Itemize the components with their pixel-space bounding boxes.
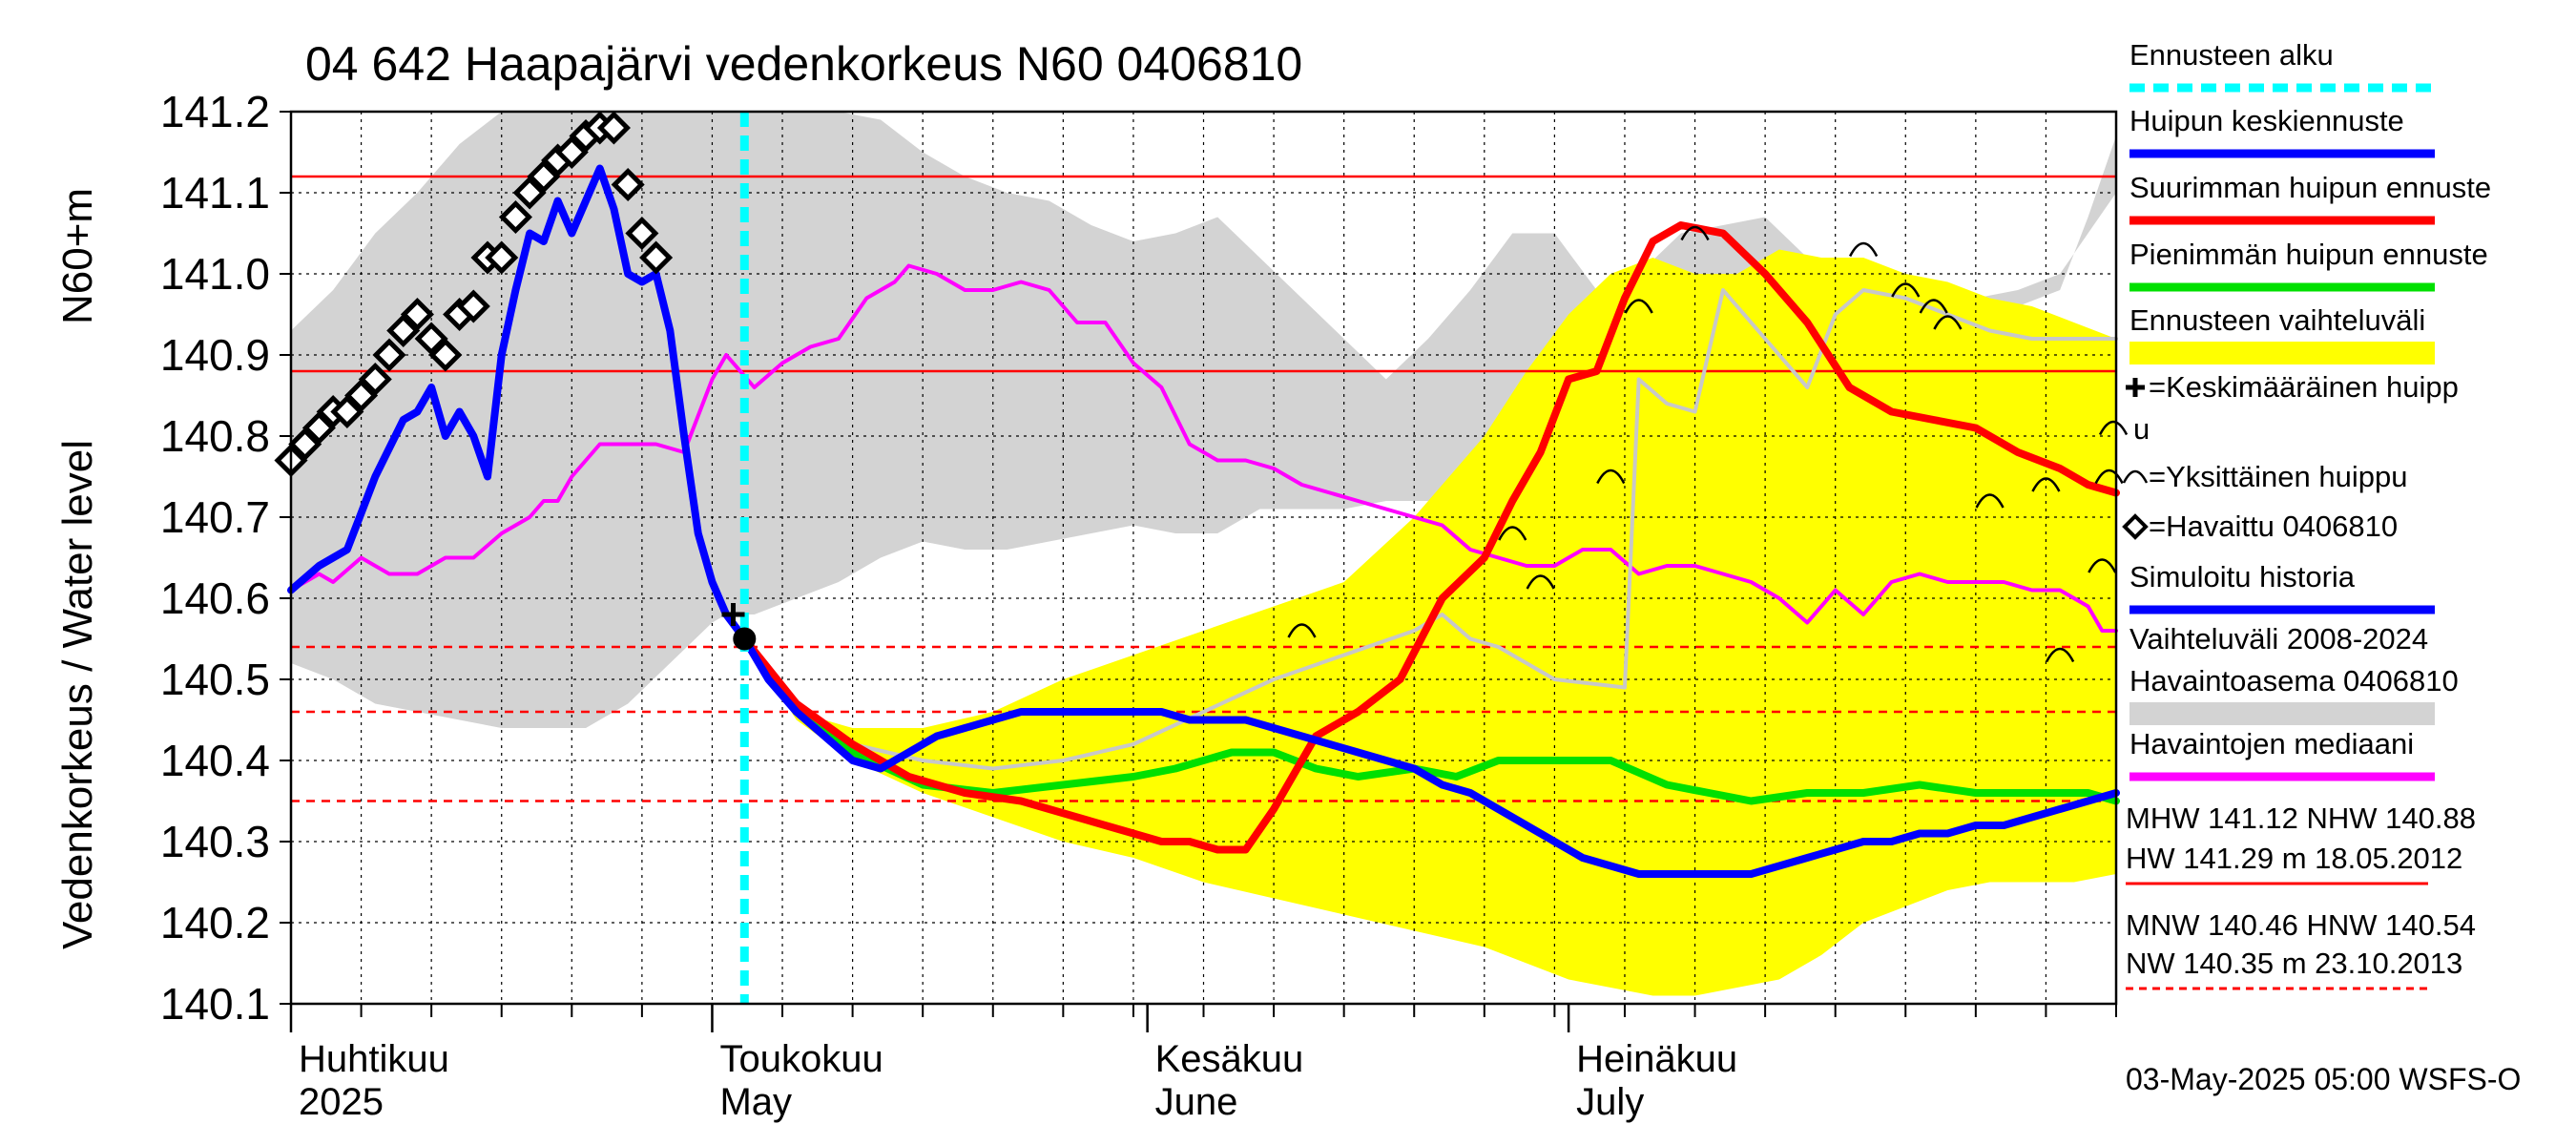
month-sublabel-june: June bbox=[1155, 1081, 1238, 1123]
y-tick-label: 140.3 bbox=[160, 817, 270, 866]
single-peak-marker bbox=[2046, 647, 2075, 663]
y-tick-label: 140.2 bbox=[160, 898, 270, 947]
observed-point bbox=[611, 167, 645, 202]
y-tick-labels: 140.1 140.2 140.3 140.4 140.5 140.6 140.7 140.8… bbox=[160, 87, 270, 1029]
month-label-kesakuu: Kesäkuu bbox=[1155, 1038, 1304, 1080]
observed-point bbox=[596, 111, 631, 145]
y-tick-label: 140.5 bbox=[160, 655, 270, 704]
single-peak-marker bbox=[1975, 493, 2005, 509]
single-peak-marker bbox=[1287, 623, 1317, 638]
y-tick-label: 140.9 bbox=[160, 330, 270, 380]
observed-point bbox=[554, 135, 589, 170]
stats-mhw-line2: HW 141.29 m 18.05.2012 bbox=[2126, 842, 2462, 875]
legend-ennusteen-vaihteluvali-label: Ennusteen vaihteluväli bbox=[2129, 303, 2425, 337]
marker-layer bbox=[274, 111, 2129, 663]
series-suurimman-huipun-ennuste bbox=[740, 221, 2120, 854]
legend-huipun-keskiennuste-label: Huipun keskiennuste bbox=[2129, 104, 2404, 137]
legend-yksittainen-huippu-label: =Yksittäinen huippu bbox=[2149, 460, 2407, 493]
y-tick-label: 140.1 bbox=[160, 979, 270, 1029]
observed-point bbox=[330, 394, 364, 429]
single-peak-marker bbox=[1680, 225, 1710, 241]
month-sublabel-2025: 2025 bbox=[299, 1081, 384, 1123]
legend-ennusteen-vaihteluvali-swatch bbox=[2129, 342, 2435, 364]
legend-vaihteluvali-2008-2024-label: Vaihteluväli 2008-2024 bbox=[2129, 622, 2428, 656]
single-peak-marker bbox=[2094, 468, 2124, 485]
single-peak-marker bbox=[1624, 299, 1653, 314]
series-pienimman-huipun-ennuste bbox=[740, 635, 2120, 805]
legend-ennusteen-alku-label: Ennusteen alku bbox=[2129, 38, 2334, 72]
observed-point bbox=[414, 322, 448, 356]
forecast-start-point bbox=[733, 627, 757, 651]
stats-mnw-line1: MNW 140.46 HNW 140.54 bbox=[2126, 908, 2476, 942]
observed-point bbox=[358, 362, 392, 397]
legend-havaittu-0406810-symbol bbox=[2122, 513, 2149, 540]
y-tick-label: 141.1 bbox=[160, 168, 270, 218]
observed-point bbox=[485, 240, 519, 275]
series-huipun-keskiennuste bbox=[287, 164, 2120, 878]
observed-point bbox=[372, 338, 406, 372]
y-tick-label: 140.4 bbox=[160, 736, 270, 785]
chart-title: 04 642 Haapajärvi vedenkorkeus N60 04068… bbox=[305, 37, 1302, 91]
observed-point bbox=[625, 216, 659, 251]
single-peak-marker bbox=[2088, 558, 2117, 573]
footer-timestamp: 03-May-2025 05:00 WSFS-O bbox=[2126, 1062, 2521, 1096]
y-axis-unit: N60+m bbox=[54, 188, 101, 324]
single-peak-marker bbox=[1849, 241, 1879, 258]
month-label-toukokuu: Toukokuu bbox=[719, 1038, 883, 1080]
mean-peak-marker bbox=[721, 603, 745, 626]
single-peak-marker bbox=[1891, 282, 1921, 298]
legend-havaintojen-mediaani-label: Havaintojen mediaani bbox=[2129, 727, 2414, 760]
observed-point bbox=[386, 313, 421, 348]
legend-vaihteluvali-2008-2024-label-cont: Havaintoasema 0406810 bbox=[2129, 664, 2459, 697]
y-tick-label: 140.6 bbox=[160, 573, 270, 623]
stats-mhw-line1: MHW 141.12 NHW 140.88 bbox=[2126, 802, 2476, 835]
y-tick-label: 141.0 bbox=[160, 249, 270, 299]
single-peak-marker bbox=[2098, 420, 2129, 436]
observed-point bbox=[512, 176, 547, 210]
single-peak-marker bbox=[1933, 315, 1963, 330]
month-sublabel-july: July bbox=[1576, 1081, 1644, 1123]
plot-frame bbox=[280, 110, 2118, 1032]
observed-point bbox=[456, 289, 490, 323]
observed-point bbox=[288, 427, 322, 462]
legend: Ennusteen alku Huipun keskiennuste Suurimm… bbox=[2122, 38, 2491, 781]
observed-point bbox=[527, 159, 561, 194]
single-peak-marker bbox=[1526, 574, 1555, 590]
single-peak-marker bbox=[1919, 299, 1948, 314]
legend-keskimaarainen-huipp-label-cont: u bbox=[2133, 412, 2150, 446]
series-layer bbox=[287, 112, 2120, 1004]
month-sublabel-may: May bbox=[719, 1081, 792, 1123]
y-tick-label: 140.8 bbox=[160, 411, 270, 461]
single-peak-marker bbox=[1596, 468, 1626, 485]
legend-suurimman-huipun-ennuste-label: Suurimman huipun ennuste bbox=[2129, 171, 2491, 204]
observed-point bbox=[639, 240, 674, 275]
month-label-huhtikuu: Huhtikuu bbox=[299, 1038, 449, 1080]
single-peak-marker bbox=[2031, 477, 2061, 492]
y-axis-label: Vedenkorkeus / Water level bbox=[54, 440, 101, 949]
series-havaintojen-mediaani bbox=[289, 263, 2118, 633]
observed-point bbox=[344, 378, 379, 413]
legend-keskimaarainen-huipp-symbol bbox=[2126, 378, 2145, 397]
observed-point bbox=[428, 338, 463, 372]
month-label-heinakuu: Heinäkuu bbox=[1576, 1038, 1737, 1080]
legend-vaihteluvali-2008-2024-swatch bbox=[2129, 702, 2435, 725]
y-tick-label: 141.2 bbox=[160, 87, 270, 136]
y-tick-label: 140.7 bbox=[160, 492, 270, 542]
legend-keskimaarainen-huipp-label: =Keskimääräinen huipp bbox=[2149, 370, 2459, 404]
single-peak-marker bbox=[1498, 526, 1527, 541]
legend-simuloitu-historia-label: Simuloitu historia bbox=[2129, 560, 2356, 593]
observed-point bbox=[498, 199, 532, 235]
series-median-forecast-grey bbox=[742, 288, 2118, 771]
observed-point bbox=[400, 297, 434, 332]
legend-yksittainen-huippu-symbol bbox=[2122, 469, 2149, 484]
legend-pienimman-huipun-ennuste-label: Pienimmän huipun ennuste bbox=[2129, 238, 2488, 271]
legend-havaittu-0406810-label: =Havaittu 0406810 bbox=[2149, 510, 2398, 543]
observed-point bbox=[301, 410, 336, 446]
stats-mnw-line2: NW 140.35 m 23.10.2013 bbox=[2126, 947, 2462, 980]
